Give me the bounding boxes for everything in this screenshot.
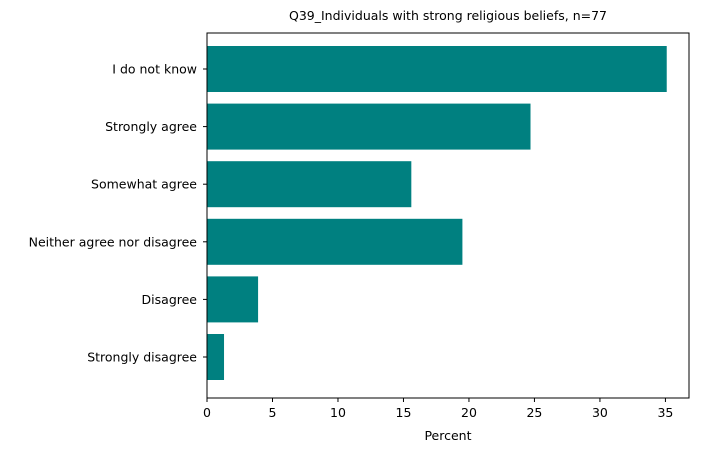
x-tick-label: 0 [203, 405, 211, 420]
x-tick-label: 20 [461, 405, 477, 420]
plot-frame [206, 32, 690, 399]
bar [207, 218, 463, 265]
x-tick-label: 30 [592, 405, 608, 420]
y-tick-label: Strongly disagree [87, 350, 197, 365]
bar [207, 161, 412, 208]
y-tick-label: Strongly agree [105, 119, 197, 134]
bar [207, 103, 531, 150]
x-tick-label: 15 [396, 405, 412, 420]
y-tick-label: Neither agree nor disagree [29, 234, 198, 249]
bar [207, 276, 259, 323]
x-tick-label: 35 [657, 405, 673, 420]
bar [207, 46, 667, 92]
chart-title: Q39_Individuals with strong religious be… [289, 8, 607, 23]
y-tick-label: Disagree [142, 292, 198, 307]
x-axis-label: Percent [424, 428, 471, 443]
x-tick-label: 25 [526, 405, 542, 420]
bars-group [207, 46, 667, 380]
y-tick-label: Somewhat agree [91, 177, 197, 192]
x-axis-ticks: 0 5 10 15 20 25 30 35 [203, 398, 673, 420]
y-tick-label: I do not know [112, 62, 197, 77]
x-tick-label: 10 [330, 405, 346, 420]
y-axis-ticks: I do not know Strongly agree Somewhat agre… [29, 62, 207, 365]
bar [207, 334, 225, 380]
x-tick-label: 5 [269, 405, 277, 420]
